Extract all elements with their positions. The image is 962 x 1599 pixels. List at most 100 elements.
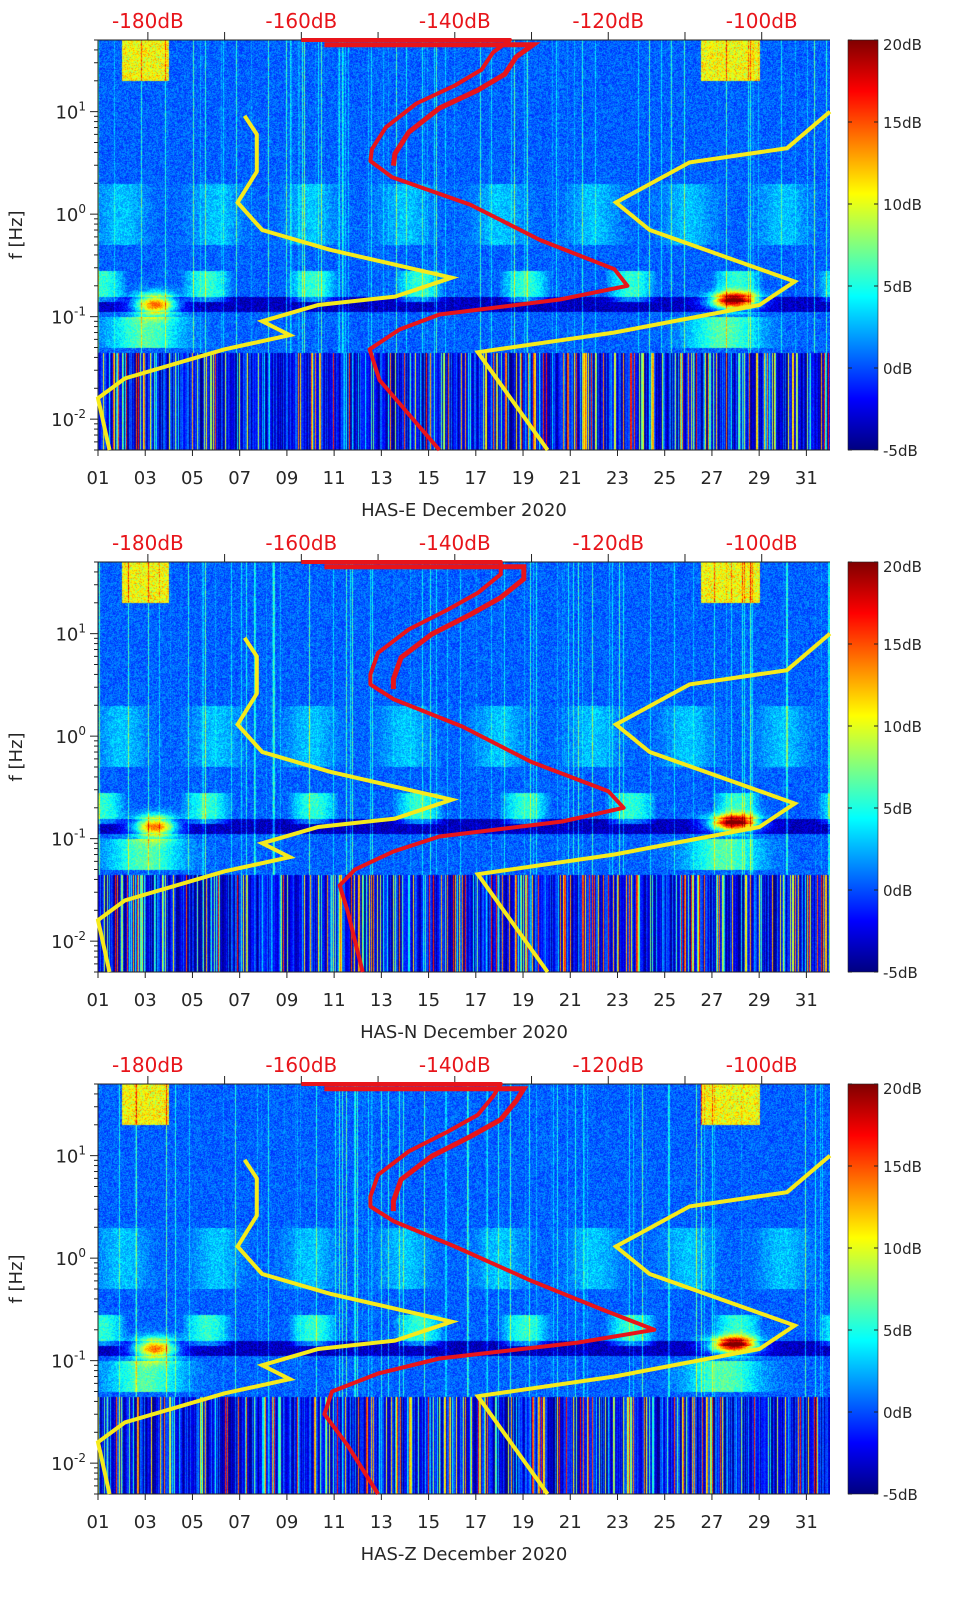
top-tick-label: -160dB <box>265 531 337 555</box>
y-tick-label: 10-1 <box>51 1349 86 1373</box>
top-tick-label: -180dB <box>112 1053 184 1077</box>
x-axis-label: HAS-E December 2020 <box>361 500 567 521</box>
x-tick-label: 25 <box>653 468 676 489</box>
x-tick-label: 11 <box>323 468 346 489</box>
spectrogram-image <box>98 562 830 972</box>
x-tick-label: 01 <box>87 1512 110 1533</box>
x-tick-label: 31 <box>795 1512 818 1533</box>
x-tick-label: 13 <box>370 990 393 1011</box>
x-tick-label: 07 <box>228 1512 251 1533</box>
top-tick-label: -180dB <box>112 531 184 555</box>
high-noise-model-line <box>474 1154 832 1496</box>
spectrogram-image <box>98 1084 830 1494</box>
colorbar-tick-label: 10dB <box>883 196 922 214</box>
colorbar <box>847 1083 879 1495</box>
colorbar-tick-label: 20dB <box>883 36 922 54</box>
low-noise-model-line <box>95 114 460 451</box>
top-tick-label: -140dB <box>419 1053 491 1077</box>
top-tick-label: -120dB <box>572 1053 644 1077</box>
low-noise-model-line <box>95 636 460 973</box>
colorbar-tick-label: 0dB <box>883 882 912 900</box>
spectrogram-panel-has-z: 20dB 15dB 10dB 5dB 0dB -5dB 101 100 10-1 10-2 f [H… <box>0 1044 962 1566</box>
colorbar-tick-label: 0dB <box>883 360 912 378</box>
x-tick-label: 29 <box>748 468 771 489</box>
x-tick-label: 21 <box>559 468 582 489</box>
y-tick-label: 101 <box>55 622 86 646</box>
x-tick-label: 21 <box>559 990 582 1011</box>
top-tick-label: -140dB <box>419 531 491 555</box>
y-axis-label: f [Hz] <box>6 732 27 781</box>
x-tick-label: 09 <box>275 468 298 489</box>
y-tick-label: 100 <box>55 202 86 226</box>
psd-curve <box>301 38 630 452</box>
x-tick-label: 07 <box>228 468 251 489</box>
colorbar-tick-label: -5dB <box>883 1486 918 1504</box>
y-tick-label: 10-2 <box>51 407 86 431</box>
spectrogram-panel-has-n: 20dB 15dB 10dB 5dB 0dB -5dB 101 100 10-1 10-2 f [H… <box>0 522 962 1044</box>
y-tick-label: 10-1 <box>51 305 86 329</box>
top-tick-label: -120dB <box>572 531 644 555</box>
x-tick-label: 15 <box>417 1512 440 1533</box>
x-tick-label: 05 <box>181 1512 204 1533</box>
x-tick-label: 29 <box>748 1512 771 1533</box>
x-tick-label: 03 <box>134 468 157 489</box>
x-tick-label: 19 <box>512 468 535 489</box>
psd-curve <box>301 1082 657 1496</box>
x-tick-label: 23 <box>606 468 629 489</box>
x-tick-label: 09 <box>275 990 298 1011</box>
x-tick-label: 29 <box>748 990 771 1011</box>
top-tick-label: -100dB <box>726 531 798 555</box>
x-axis-label: HAS-N December 2020 <box>360 1022 568 1043</box>
colorbar-tick-label: 20dB <box>883 558 922 576</box>
colorbar-tick-label: 0dB <box>883 1404 912 1422</box>
x-tick-label: 03 <box>134 990 157 1011</box>
low-noise-model-line <box>95 1158 460 1495</box>
y-tick-label: 100 <box>55 724 86 748</box>
x-tick-label: 13 <box>370 468 393 489</box>
colorbar-tick-label: 20dB <box>883 1080 922 1098</box>
colorbar-tick-label: 10dB <box>883 1240 922 1258</box>
x-tick-label: 17 <box>464 990 487 1011</box>
psd-curve-spread <box>324 564 527 690</box>
y-tick-label: 10-1 <box>51 827 86 851</box>
x-tick-label: 11 <box>323 990 346 1011</box>
colorbar-tick-label: 15dB <box>883 114 922 132</box>
x-tick-label: 19 <box>512 990 535 1011</box>
x-tick-label: 05 <box>181 468 204 489</box>
colorbar-tick-label: 5dB <box>883 800 912 818</box>
chart-axes: 20dB 15dB 10dB 5dB 0dB -5dB 101 100 10-1 10-2 f [H… <box>6 1053 922 1565</box>
y-tick-label: 101 <box>55 100 86 124</box>
x-tick-label: 15 <box>417 468 440 489</box>
x-tick-label: 13 <box>370 1512 393 1533</box>
psd-curve-spread <box>324 1086 529 1212</box>
chart-axes: 20dB 15dB 10dB 5dB 0dB -5dB 101 100 10-1 10-2 f [H… <box>6 531 922 1043</box>
colorbar-tick-label: 5dB <box>883 278 912 296</box>
x-tick-label: 07 <box>228 990 251 1011</box>
y-tick-label: 101 <box>55 1144 86 1168</box>
colorbar-tick-label: 10dB <box>883 718 922 736</box>
colorbar-tick-label: 15dB <box>883 1158 922 1176</box>
y-tick-label: 100 <box>55 1246 86 1270</box>
top-tick-label: -100dB <box>726 1053 798 1077</box>
x-tick-label: 31 <box>795 990 818 1011</box>
colorbar <box>847 561 879 973</box>
colorbar-tick-label: 15dB <box>883 636 922 654</box>
x-tick-label: 27 <box>700 990 723 1011</box>
colorbar-tick-label: 5dB <box>883 1322 912 1340</box>
x-tick-label: 19 <box>512 1512 535 1533</box>
colorbar-tick-label: -5dB <box>883 442 918 460</box>
psd-curve-spread <box>324 42 541 167</box>
x-tick-label: 01 <box>87 990 110 1011</box>
spectrogram-image <box>98 40 830 450</box>
x-tick-label: 11 <box>323 1512 346 1533</box>
colorbar <box>847 39 879 451</box>
high-noise-model-line <box>474 110 832 452</box>
y-tick-label: 10-2 <box>51 1451 86 1475</box>
colorbar-tick-label: -5dB <box>883 964 918 982</box>
spectrogram-panel-has-e: 20dB 15dB 10dB 5dB 0dB -5dB 101 100 10-1 10-2 f [H… <box>0 0 962 522</box>
high-noise-model-line <box>474 632 832 974</box>
psd-curve <box>301 560 626 973</box>
x-tick-label: 25 <box>653 990 676 1011</box>
x-tick-label: 23 <box>606 990 629 1011</box>
x-tick-label: 15 <box>417 990 440 1011</box>
